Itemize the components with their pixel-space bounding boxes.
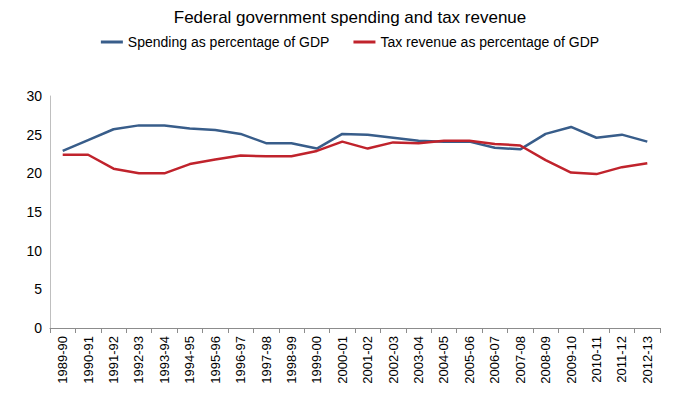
- svg-text:25: 25: [26, 127, 42, 143]
- svg-text:1993-94: 1993-94: [157, 336, 172, 384]
- svg-text:1989-90: 1989-90: [55, 336, 70, 384]
- svg-text:2012-13: 2012-13: [640, 336, 655, 384]
- svg-text:2000-01: 2000-01: [335, 336, 350, 384]
- svg-text:Spending as percentage of GDP: Spending as percentage of GDP: [128, 34, 330, 50]
- svg-text:30: 30: [26, 88, 42, 104]
- svg-text:Tax revenue as percentage of G: Tax revenue as percentage of GDP: [380, 34, 599, 50]
- svg-text:1999-00: 1999-00: [309, 336, 324, 384]
- svg-text:10: 10: [26, 243, 42, 259]
- svg-text:2005-06: 2005-06: [462, 336, 477, 384]
- svg-text:2008-09: 2008-09: [538, 336, 553, 384]
- svg-text:2011-12: 2011-12: [614, 336, 629, 383]
- svg-text:2006-07: 2006-07: [487, 336, 502, 384]
- svg-text:2002-03: 2002-03: [386, 336, 401, 384]
- svg-text:15: 15: [26, 204, 42, 220]
- svg-text:1996-97: 1996-97: [233, 336, 248, 384]
- svg-text:1997-98: 1997-98: [259, 336, 274, 384]
- svg-text:2007-08: 2007-08: [513, 336, 528, 384]
- svg-text:2001-02: 2001-02: [360, 336, 375, 384]
- svg-text:1998-99: 1998-99: [284, 336, 299, 384]
- svg-text:2003-04: 2003-04: [411, 336, 426, 384]
- svg-text:5: 5: [34, 281, 42, 297]
- svg-text:1990-91: 1990-91: [81, 336, 96, 384]
- svg-text:Federal government spending an: Federal government spending and tax reve…: [174, 8, 527, 27]
- svg-text:1991-92: 1991-92: [106, 336, 121, 384]
- svg-text:1994-95: 1994-95: [182, 336, 197, 384]
- svg-text:2010-11: 2010-11: [589, 336, 604, 383]
- svg-text:1995-96: 1995-96: [208, 336, 223, 384]
- svg-text:0: 0: [34, 320, 42, 336]
- svg-text:2004-05: 2004-05: [436, 336, 451, 384]
- svg-text:1992-93: 1992-93: [131, 336, 146, 384]
- svg-text:2009-10: 2009-10: [564, 336, 579, 384]
- svg-text:20: 20: [26, 165, 42, 181]
